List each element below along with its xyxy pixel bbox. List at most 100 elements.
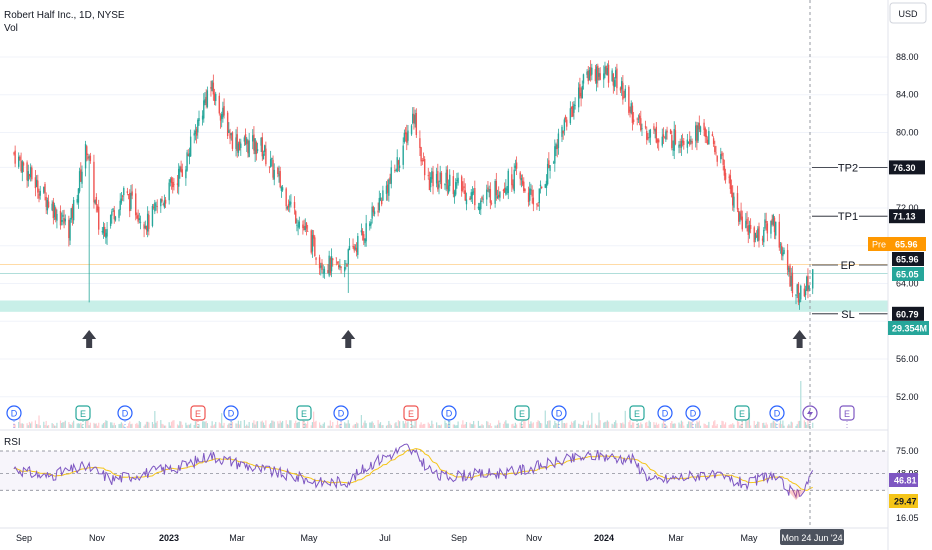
- candle[interactable]: [29, 167, 32, 178]
- candle[interactable]: [554, 146, 556, 164]
- candle[interactable]: [304, 225, 306, 230]
- candle[interactable]: [20, 160, 22, 172]
- candle[interactable]: [370, 221, 372, 226]
- candle[interactable]: [679, 144, 681, 147]
- candle[interactable]: [176, 183, 179, 186]
- candle[interactable]: [469, 197, 471, 200]
- candle[interactable]: [84, 144, 87, 169]
- candle[interactable]: [121, 195, 124, 197]
- candle[interactable]: [47, 201, 50, 208]
- candle[interactable]: [243, 137, 246, 142]
- candle[interactable]: [95, 196, 98, 206]
- candle[interactable]: [51, 203, 53, 211]
- candle[interactable]: [213, 93, 216, 101]
- candle[interactable]: [798, 299, 801, 303]
- candle[interactable]: [163, 200, 166, 208]
- candle[interactable]: [789, 265, 791, 287]
- candle[interactable]: [758, 226, 760, 241]
- candle[interactable]: [96, 206, 99, 211]
- candle[interactable]: [703, 122, 705, 130]
- candle[interactable]: [498, 194, 500, 198]
- dividend-marker[interactable]: [223, 405, 239, 421]
- candle[interactable]: [772, 215, 775, 225]
- candle[interactable]: [327, 270, 329, 273]
- candle[interactable]: [138, 218, 141, 221]
- candle[interactable]: [797, 283, 800, 303]
- candle[interactable]: [690, 140, 692, 142]
- candle[interactable]: [488, 189, 490, 193]
- candle[interactable]: [628, 86, 630, 113]
- candle[interactable]: [332, 258, 334, 261]
- candle[interactable]: [598, 72, 600, 77]
- dividend-marker[interactable]: [117, 405, 133, 421]
- candle[interactable]: [807, 275, 809, 292]
- candle[interactable]: [556, 144, 558, 150]
- candle[interactable]: [548, 160, 550, 168]
- candle[interactable]: [589, 67, 592, 76]
- candle[interactable]: [695, 125, 697, 141]
- candle[interactable]: [286, 206, 289, 209]
- candle[interactable]: [566, 119, 568, 127]
- candle[interactable]: [414, 115, 416, 125]
- candle[interactable]: [474, 188, 476, 206]
- candle[interactable]: [139, 221, 142, 223]
- candle[interactable]: [582, 74, 585, 84]
- candle[interactable]: [14, 150, 16, 164]
- candle[interactable]: [630, 103, 632, 114]
- candle[interactable]: [129, 192, 131, 212]
- candle[interactable]: [419, 138, 421, 149]
- candle[interactable]: [656, 139, 659, 143]
- candle[interactable]: [481, 196, 483, 200]
- candle[interactable]: [631, 105, 634, 123]
- candle[interactable]: [86, 146, 88, 156]
- candle[interactable]: [637, 118, 640, 120]
- candle[interactable]: [146, 213, 149, 232]
- candle[interactable]: [519, 172, 521, 179]
- candle[interactable]: [187, 154, 189, 157]
- candle[interactable]: [35, 179, 38, 188]
- candle[interactable]: [197, 119, 199, 133]
- candle[interactable]: [780, 245, 783, 256]
- candle[interactable]: [318, 257, 321, 269]
- candle[interactable]: [698, 122, 700, 130]
- candle[interactable]: [764, 219, 766, 229]
- candle[interactable]: [778, 221, 780, 248]
- candle[interactable]: [615, 70, 617, 79]
- dividend-marker[interactable]: [6, 405, 22, 421]
- candle[interactable]: [88, 156, 90, 158]
- candle[interactable]: [131, 191, 133, 196]
- candle[interactable]: [385, 185, 388, 194]
- candle[interactable]: [753, 227, 755, 243]
- candle[interactable]: [594, 69, 597, 82]
- candle[interactable]: [13, 152, 15, 154]
- candle[interactable]: [561, 126, 563, 137]
- candle[interactable]: [357, 236, 359, 255]
- candle[interactable]: [373, 211, 376, 215]
- candle[interactable]: [189, 136, 192, 157]
- candle[interactable]: [329, 258, 332, 274]
- candle[interactable]: [18, 156, 20, 167]
- candle[interactable]: [320, 265, 322, 268]
- earnings-marker[interactable]: [296, 405, 312, 421]
- candle[interactable]: [471, 191, 474, 196]
- candle[interactable]: [673, 129, 675, 151]
- candle[interactable]: [210, 87, 212, 89]
- candle[interactable]: [364, 239, 366, 244]
- candle[interactable]: [463, 186, 465, 189]
- earnings-marker[interactable]: [734, 405, 750, 421]
- candle[interactable]: [238, 141, 241, 151]
- candle[interactable]: [369, 223, 371, 227]
- candle[interactable]: [71, 206, 74, 218]
- candle[interactable]: [204, 99, 206, 103]
- candle[interactable]: [211, 81, 213, 92]
- candle[interactable]: [340, 266, 342, 268]
- candle[interactable]: [529, 188, 531, 201]
- candle[interactable]: [365, 223, 367, 242]
- candle[interactable]: [503, 188, 506, 193]
- candle[interactable]: [737, 210, 740, 222]
- candle[interactable]: [580, 92, 582, 98]
- candle[interactable]: [205, 97, 207, 106]
- candle[interactable]: [574, 105, 576, 106]
- candle[interactable]: [186, 152, 188, 171]
- candle[interactable]: [444, 183, 446, 186]
